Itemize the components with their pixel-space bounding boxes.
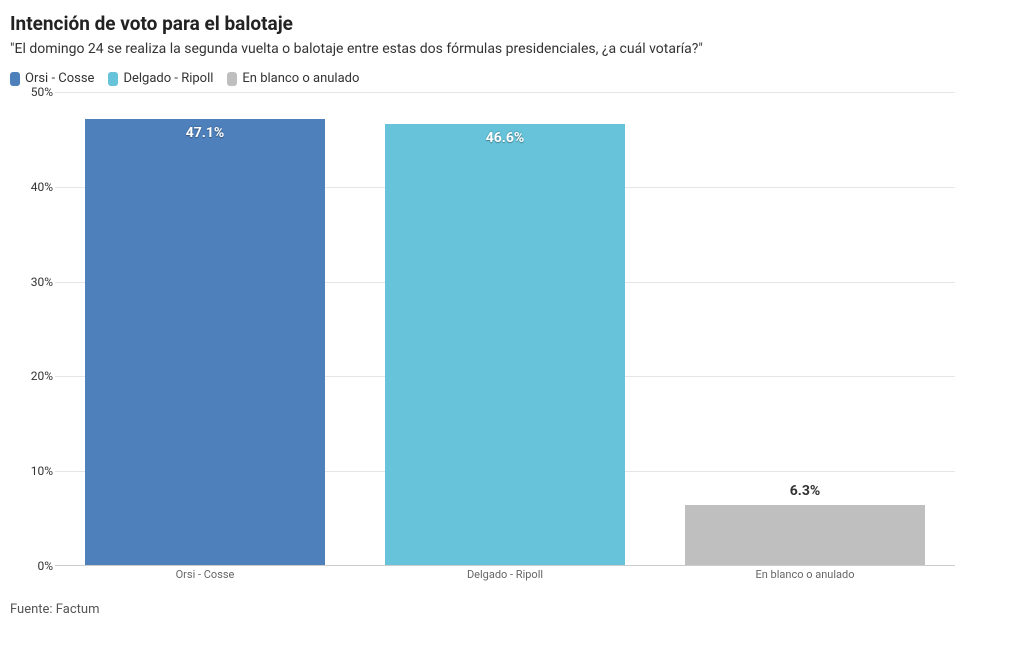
bar: 46.6% — [385, 124, 625, 565]
bar: 6.3% — [685, 505, 925, 565]
bar-value-label: 47.1% — [85, 125, 325, 141]
chart-source: Fuente: Factum — [10, 602, 1010, 617]
bar: 47.1% — [85, 119, 325, 565]
chart-container: Intención de voto para el balotaje "El d… — [0, 0, 1020, 650]
chart-title: Intención de voto para el balotaje — [10, 12, 1010, 35]
legend-item: En blanco o anulado — [227, 71, 359, 86]
legend-swatch — [227, 72, 237, 86]
x-tick-label: En blanco o anulado — [755, 568, 854, 581]
legend-item: Orsi - Cosse — [10, 71, 94, 86]
bar-value-label: 6.3% — [685, 483, 925, 499]
chart-area: 50% 40% 30% 20% 10% 0% 47.1% 46.6% 6.3% — [10, 92, 1010, 584]
legend-label: Orsi - Cosse — [25, 71, 94, 86]
legend-label: En blanco o anulado — [242, 71, 359, 86]
legend-item: Delgado - Ripoll — [108, 71, 213, 86]
gridline — [55, 92, 955, 93]
y-axis: 50% 40% 30% 20% 10% 0% — [10, 92, 55, 584]
plot-area: 47.1% 46.6% 6.3% — [55, 92, 955, 566]
legend-swatch — [108, 72, 118, 86]
x-tick-label: Orsi - Cosse — [176, 568, 235, 581]
y-tick-label: 50% — [31, 85, 53, 99]
x-axis: Orsi - Cosse Delgado - Ripoll En blanco … — [55, 568, 955, 584]
y-tick-label: 0% — [37, 559, 53, 573]
y-tick-label: 30% — [31, 275, 53, 289]
bar-value-label: 46.6% — [385, 130, 625, 146]
y-tick-label: 10% — [31, 464, 53, 478]
legend-swatch — [10, 72, 20, 86]
chart-subtitle: "El domingo 24 se realiza la segunda vue… — [10, 41, 1010, 57]
x-tick-label: Delgado - Ripoll — [467, 568, 543, 581]
legend: Orsi - Cosse Delgado - Ripoll En blanco … — [10, 71, 1010, 86]
legend-label: Delgado - Ripoll — [123, 71, 213, 86]
y-tick-label: 40% — [31, 180, 53, 194]
y-tick-label: 20% — [31, 369, 53, 383]
